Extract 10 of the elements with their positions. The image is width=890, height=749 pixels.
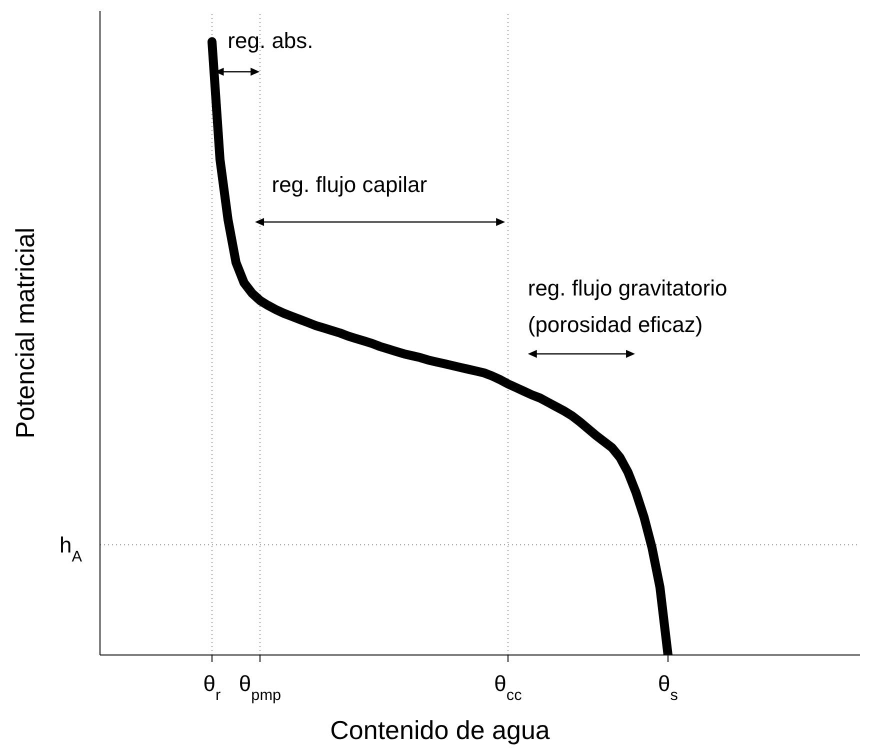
- annotation: reg. flujo capilar: [272, 172, 428, 197]
- ref-line-label: h$_{A}$: [59, 532, 83, 566]
- annotation: reg. abs.: [228, 28, 314, 53]
- x-axis-title: Contenido de agua: [330, 715, 550, 745]
- x-tick-label: θ$_{r}$: [203, 671, 221, 704]
- x-tick-label: θ$_{s}$: [658, 671, 678, 704]
- annotation: reg. flujo gravitatorio (porosidad eficaz): [528, 276, 728, 337]
- x-tick-label: θ$_{pmp}$: [238, 671, 282, 704]
- y-axis-title: Potencial matricial: [10, 228, 40, 438]
- x-tick-label: θ$_{cc}$: [494, 671, 522, 704]
